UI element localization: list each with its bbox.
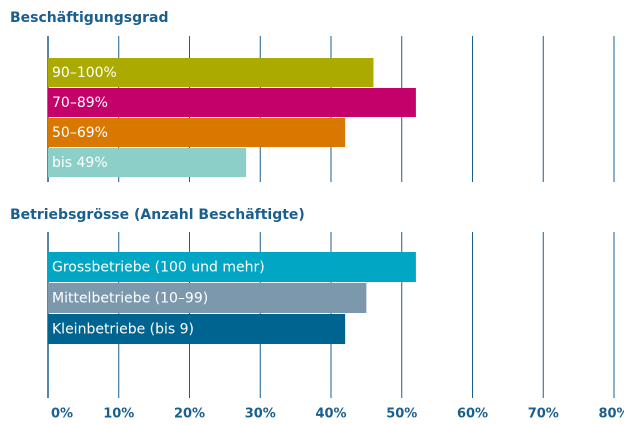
category-label: 70–89% bbox=[52, 95, 108, 111]
category-label: 90–100% bbox=[52, 65, 117, 81]
category-label: Grossbetriebe (100 und mehr) bbox=[52, 260, 265, 276]
bar bbox=[48, 283, 367, 313]
x-tick-label: 20% bbox=[174, 407, 205, 422]
category-label: bis 49% bbox=[52, 155, 108, 171]
chart-title: Beschäftigungsgrad bbox=[10, 10, 169, 26]
category-label: 50–69% bbox=[52, 125, 108, 141]
category-label: Mittelbetriebe (10–99) bbox=[52, 291, 208, 307]
x-tick-label: 80% bbox=[598, 407, 624, 422]
bar bbox=[48, 58, 374, 87]
x-tick-label: 60% bbox=[457, 407, 488, 422]
bar bbox=[48, 88, 416, 117]
x-tick-label: 0% bbox=[51, 407, 73, 422]
bar bbox=[48, 252, 416, 282]
category-label: Kleinbetriebe (bis 9) bbox=[52, 322, 194, 338]
x-tick-label: 50% bbox=[386, 407, 417, 422]
x-tick-label: 30% bbox=[245, 407, 276, 422]
x-tick-label: 10% bbox=[103, 407, 134, 422]
bar bbox=[48, 118, 346, 147]
x-tick-label: 70% bbox=[528, 407, 559, 422]
bar bbox=[48, 314, 346, 344]
x-tick-label: 40% bbox=[315, 407, 346, 422]
chart-title: Betriebsgrösse (Anzahl Beschäftigte) bbox=[10, 207, 305, 223]
bar bbox=[48, 148, 247, 177]
